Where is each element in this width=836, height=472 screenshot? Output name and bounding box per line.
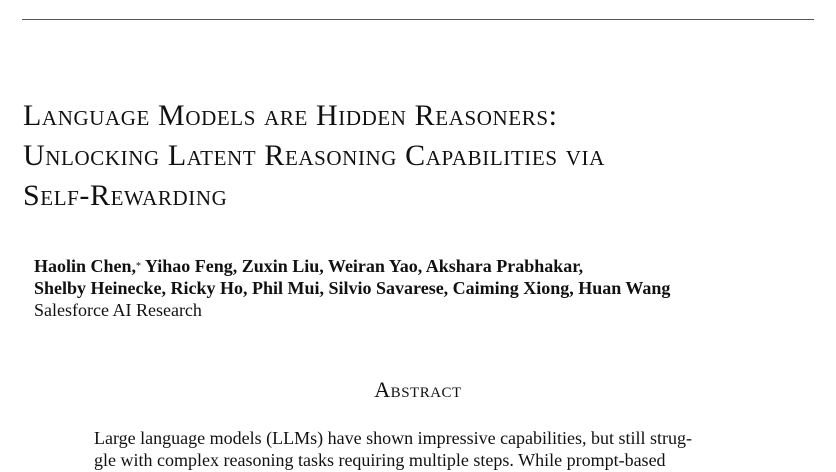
author-line-2: Shelby Heinecke, Ricky Ho, Phil Mui, Sil…	[34, 278, 671, 298]
paper-title: Language Models are Hidden Reasoners: Un…	[23, 96, 823, 216]
author-names: Yihao Feng, Zuxin Liu, Weiran Yao, Aksha…	[144, 256, 584, 276]
title-line-1: Language Models are Hidden Reasoners:	[23, 99, 558, 132]
abstract-line-2: gle with complex reasoning tasks requiri…	[94, 450, 666, 470]
abstract-heading: Abstract	[374, 377, 462, 402]
first-author: Haolin Chen,	[34, 256, 137, 276]
footnote-mark: *	[136, 261, 142, 272]
header-rule	[22, 19, 814, 20]
abstract-body: Large language models (LLMs) have shown …	[94, 427, 754, 471]
title-line-2: Unlocking Latent Reasoning Capabilities …	[23, 139, 605, 172]
author-line-1: Haolin Chen,* Yihao Feng, Zuxin Liu, Wei…	[34, 255, 814, 277]
title-line-3: Self-Rewarding	[23, 179, 228, 212]
affiliation: Salesforce AI Research	[34, 300, 202, 320]
abstract-line-1: Large language models (LLMs) have shown …	[94, 428, 693, 448]
author-block: Haolin Chen,* Yihao Feng, Zuxin Liu, Wei…	[34, 255, 814, 321]
